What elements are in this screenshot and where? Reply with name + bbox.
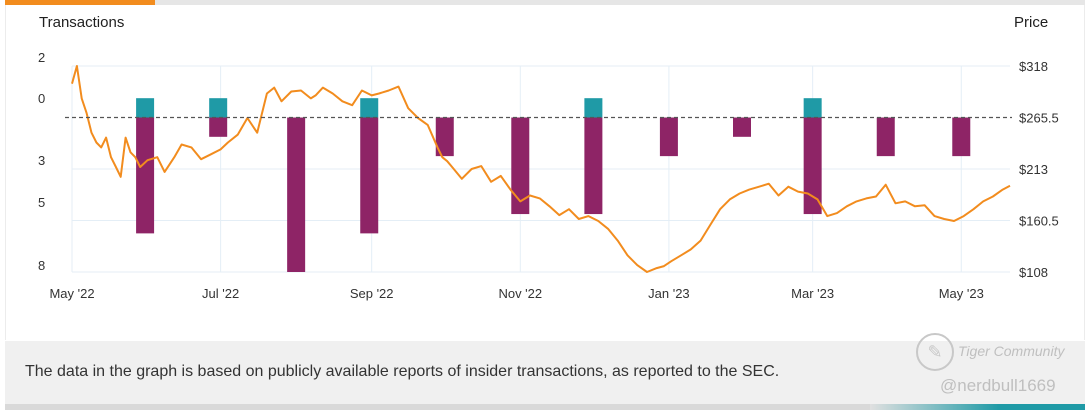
buy-bar	[136, 98, 155, 118]
buy-bar	[360, 98, 379, 118]
sell-bar	[803, 117, 822, 215]
bottom-border	[5, 404, 1085, 410]
right-axis-tick: $108	[1019, 265, 1048, 280]
sell-bar	[287, 117, 306, 272]
x-axis-tick: May '22	[49, 286, 94, 301]
buy-bar	[209, 98, 228, 118]
price-line	[71, 65, 1011, 273]
x-axis-tick: Jul '22	[202, 286, 239, 301]
top-accent-bar	[5, 0, 155, 5]
tiger-logo-icon: ✎	[916, 333, 954, 371]
sell-bar	[360, 117, 379, 234]
sell-bar	[209, 117, 228, 137]
top-border	[5, 0, 1085, 5]
right-axis-tick: $213	[1019, 162, 1048, 177]
footer-note: The data in the graph is based on public…	[5, 341, 1085, 404]
left-axis-tick: 3	[38, 153, 45, 168]
sell-bar	[733, 117, 751, 137]
right-axis-tick: $160.5	[1019, 214, 1059, 229]
sell-bar	[952, 117, 971, 157]
left-axis-tick: 2	[38, 50, 45, 65]
watermark-handle: @nerdbull1669	[940, 376, 1056, 395]
left-axis-tick: 8	[38, 258, 45, 273]
sell-bar	[584, 117, 603, 215]
x-axis-tick: Jan '23	[648, 286, 690, 301]
right-axis-tick: $318	[1019, 59, 1048, 74]
sell-bar	[876, 117, 895, 157]
chart-card	[5, 5, 1085, 340]
x-axis-tick: May '23	[939, 286, 984, 301]
sell-bar	[659, 117, 678, 157]
left-axis-title: Transactions	[39, 14, 125, 31]
right-axis-tick: $265.5	[1019, 111, 1059, 126]
buy-bar	[803, 98, 822, 118]
right-axis-title: Price	[1014, 14, 1049, 31]
buy-bar	[584, 98, 603, 118]
sell-bar	[511, 117, 530, 215]
insider-transactions-chart: 2 0 3 5 8 $318 $265.5 $213 $160.5 $108 May '22 Jul …	[38, 50, 1059, 301]
sell-bar	[136, 117, 155, 234]
sell-bar	[435, 117, 454, 157]
footer-text: The data in the graph is based on public…	[25, 363, 780, 380]
watermark-brand: Tiger Community	[958, 343, 1065, 359]
bottom-accent-bar	[870, 404, 1085, 410]
x-axis-tick: Mar '23	[791, 286, 834, 301]
left-axis-tick: 0	[38, 91, 45, 106]
left-axis-tick: 5	[38, 195, 45, 210]
x-axis-tick: Nov '22	[498, 286, 542, 301]
x-axis-tick: Sep '22	[350, 286, 394, 301]
